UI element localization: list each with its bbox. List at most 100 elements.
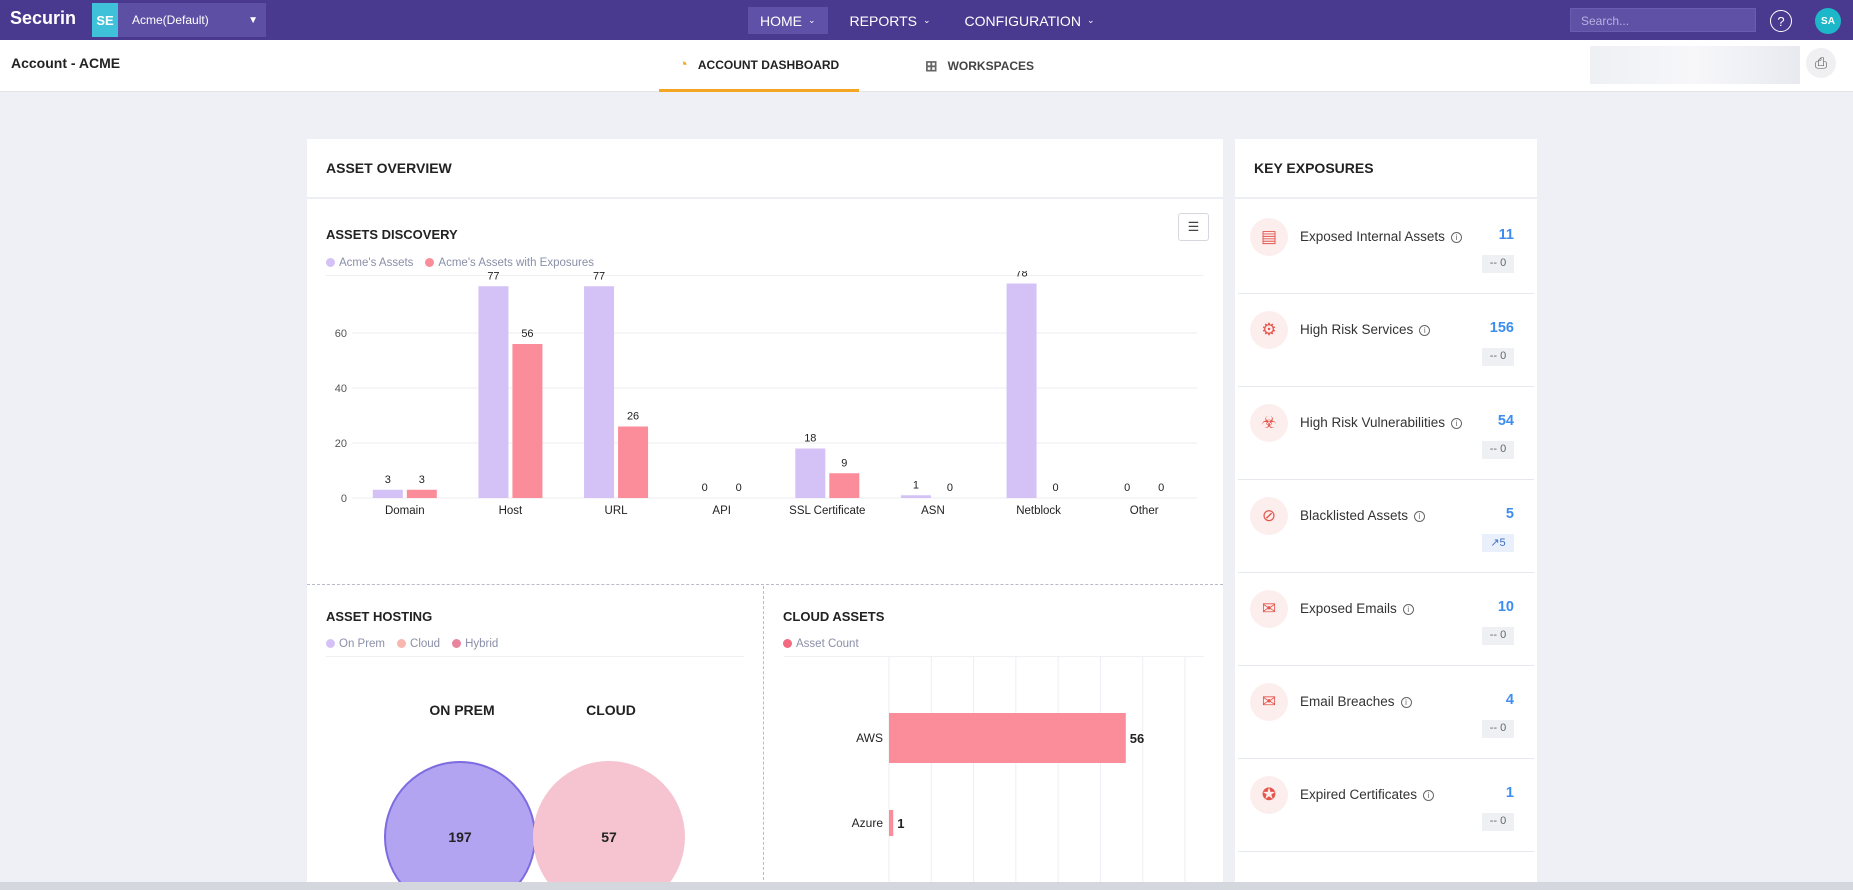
grid-icon: ⊞ xyxy=(925,58,938,75)
data-label: 18 xyxy=(804,433,816,445)
data-label: 3 xyxy=(419,474,425,486)
exposure-label-text: Expired Certificates xyxy=(1300,787,1418,802)
tenant-badge: SE xyxy=(92,3,118,37)
legend-item-assets[interactable]: Acme's Assets xyxy=(326,257,413,269)
bar xyxy=(1006,283,1037,498)
avatar[interactable]: SA xyxy=(1815,8,1841,34)
data-label: 77 xyxy=(593,271,605,282)
venn-value: 57 xyxy=(601,829,617,845)
legend-divider xyxy=(326,275,1204,276)
legend-item-cloud[interactable]: Cloud xyxy=(397,638,440,650)
nav-configuration[interactable]: CONFIGURATION ⌄ xyxy=(953,7,1107,34)
exposure-count[interactable]: 1 xyxy=(1505,785,1514,801)
legend-dot xyxy=(783,639,792,648)
exposure-count[interactable]: 11 xyxy=(1498,227,1514,243)
help-icon[interactable]: ? xyxy=(1770,10,1792,32)
tab-workspaces[interactable]: ⊞ WORKSPACES xyxy=(925,40,1034,92)
bar xyxy=(889,810,894,836)
exposure-trend-badge: -- 0 xyxy=(1482,720,1514,738)
info-icon[interactable]: i xyxy=(1419,325,1431,336)
nav-reports[interactable]: REPORTS ⌄ xyxy=(838,7,943,34)
info-icon[interactable]: i xyxy=(1402,604,1414,615)
exposure-label-text: Blacklisted Assets xyxy=(1300,508,1409,523)
exposure-item[interactable]: ✪ Expired Certificates i 1 -- 0 xyxy=(1238,759,1534,852)
exposure-count[interactable]: 5 xyxy=(1505,506,1514,522)
bar xyxy=(829,473,860,498)
legend-dot xyxy=(326,258,335,267)
x-tick-label: ASN xyxy=(921,505,945,517)
exposure-trend-badge: -- 0 xyxy=(1482,813,1514,831)
legend-item-asset-count[interactable]: Asset Count xyxy=(783,638,859,650)
exposure-count[interactable]: 10 xyxy=(1497,599,1514,615)
exposure-trend-badge: -- 0 xyxy=(1482,255,1514,273)
gauge-icon: ◔ xyxy=(678,56,688,73)
mail-alert-icon: ✉ xyxy=(1250,683,1288,721)
bar xyxy=(618,426,649,498)
info-icon[interactable]: i xyxy=(1414,511,1426,522)
venn-label: ON PREM xyxy=(429,702,494,718)
venn-label: CLOUD xyxy=(586,702,636,718)
exposure-item[interactable]: ▤ Exposed Internal Assets i 11 -- 0 xyxy=(1238,201,1534,294)
print-icon[interactable]: ⎙ xyxy=(1806,48,1836,78)
bar xyxy=(889,713,1126,763)
cloud-legend: Asset Count xyxy=(783,638,859,650)
gear-alert-icon: ⚙ xyxy=(1250,311,1288,349)
legend-item-on-prem[interactable]: On Prem xyxy=(326,638,385,650)
legend-label: Hybrid xyxy=(465,638,499,650)
data-label: 1 xyxy=(913,479,919,491)
legend-item-hybrid[interactable]: Hybrid xyxy=(452,638,498,650)
y-tick-label: 0 xyxy=(341,493,347,505)
exposure-count[interactable]: 4 xyxy=(1505,692,1514,708)
exposure-label: High Risk Services i xyxy=(1300,322,1431,337)
info-icon[interactable]: i xyxy=(1423,790,1435,801)
exposure-count[interactable]: 156 xyxy=(1489,320,1514,336)
nav-home-label: HOME xyxy=(760,12,802,29)
tab-account-dashboard[interactable]: ◔ ACCOUNT DASHBOARD xyxy=(659,40,859,92)
exposure-label-text: High Risk Vulnerabilities xyxy=(1300,415,1446,430)
data-label: 26 xyxy=(627,411,639,423)
exposure-label: Email Breaches i xyxy=(1300,694,1412,709)
tenant-selector[interactable]: SE Acme(Default) ▼ xyxy=(92,3,266,37)
exposure-item[interactable]: ⚙ High Risk Services i 156 -- 0 xyxy=(1238,294,1534,387)
exposure-item[interactable]: ✉ Exposed Emails i 10 -- 0 xyxy=(1238,573,1534,666)
legend-dot xyxy=(326,639,335,648)
exposure-label-text: Email Breaches xyxy=(1300,694,1395,709)
y-tick-label: 20 xyxy=(335,438,347,450)
data-label: 3 xyxy=(385,474,391,486)
exposure-item[interactable]: ✉ Email Breaches i 4 -- 0 xyxy=(1238,666,1534,759)
table-view-button[interactable]: ☰ xyxy=(1178,213,1209,241)
x-tick-label: SSL Certificate xyxy=(789,505,865,517)
asset-overview-title: ASSET OVERVIEW xyxy=(307,139,1223,199)
cloud-assets-chart: AWS 56 Azure 1 xyxy=(852,656,1186,890)
tab-account-dashboard-label: ACCOUNT DASHBOARD xyxy=(697,57,840,72)
exposure-label-text: High Risk Services xyxy=(1300,322,1414,337)
legend-item-exposures[interactable]: Acme's Assets with Exposures xyxy=(425,257,594,269)
exposure-label: High Risk Vulnerabilities i xyxy=(1300,415,1463,430)
blurred-area xyxy=(1590,46,1800,84)
data-label: 9 xyxy=(841,457,847,469)
nav-home[interactable]: HOME ⌄ xyxy=(748,7,828,34)
exposure-trend-badge: -- 0 xyxy=(1482,441,1514,459)
info-icon[interactable]: i xyxy=(1451,418,1463,429)
assets-discovery-panel: ASSETS DISCOVERY ☰ Acme's Assets Acme's … xyxy=(307,201,1223,585)
brand-logo[interactable]: Securin xyxy=(10,8,77,28)
x-tick-label: URL xyxy=(605,505,629,517)
certificate-icon: ✪ xyxy=(1250,776,1288,814)
data-label: 0 xyxy=(1158,482,1164,494)
exposure-item[interactable]: ⊘ Blacklisted Assets i 5 ↗5 xyxy=(1238,480,1534,573)
bug-alert-icon: ☣ xyxy=(1250,404,1288,442)
venn-cloud xyxy=(533,761,685,890)
asset-hosting-title: ASSET HOSTING xyxy=(326,609,433,624)
legend-label: On Prem xyxy=(339,638,386,650)
info-icon[interactable]: i xyxy=(1450,232,1462,243)
bar xyxy=(478,286,509,498)
search-input[interactable]: Search... xyxy=(1570,8,1756,32)
bar xyxy=(900,495,931,498)
asset-hosting-chart: ON PREM 197 CLOUD 57 xyxy=(384,702,685,890)
x-tick-label: Other xyxy=(1130,505,1159,517)
info-icon[interactable]: i xyxy=(1400,697,1412,708)
exposure-count[interactable]: 54 xyxy=(1497,413,1514,429)
horizontal-scrollbar[interactable] xyxy=(0,882,1853,890)
hosting-legend: On Prem Cloud Hybrid xyxy=(326,638,498,650)
exposure-item[interactable]: ☣ High Risk Vulnerabilities i 54 -- 0 xyxy=(1238,387,1534,480)
